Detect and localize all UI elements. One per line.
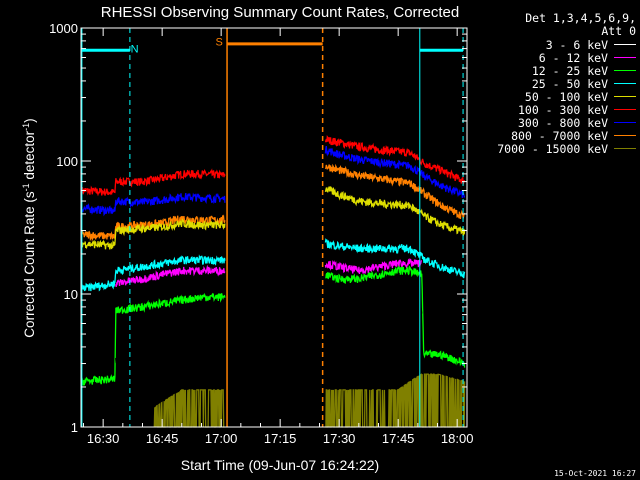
series-line-5	[81, 238, 466, 292]
x-tick-label-3: 17:00	[205, 431, 238, 446]
legend-entry-label: 100 - 300 keV	[517, 102, 608, 117]
legend-swatch	[614, 148, 636, 149]
legend-swatch	[614, 44, 636, 45]
legend-entry-6: 100 - 300 keV	[478, 102, 636, 117]
y-tick-label-2: 10	[64, 287, 78, 302]
series-line-1	[81, 135, 466, 197]
legend-entry-label: 300 - 800 keV	[517, 115, 608, 130]
vertical-markers	[81, 28, 464, 427]
series-line-2	[81, 145, 466, 217]
legend-entry-label: 800 - 7000 keV	[511, 128, 608, 143]
y-tick-label-4: 1000	[49, 21, 78, 36]
legend-entry-label: 50 - 100 keV	[524, 89, 608, 104]
x-tick-label-6: 17:45	[382, 431, 415, 446]
x-tick-label-4: 17:15	[264, 431, 297, 446]
legend-swatch	[614, 135, 636, 136]
legend-entry-label: 7000 - 15000 keV	[497, 141, 608, 156]
y-tick-label-3: 100	[56, 154, 78, 169]
flag-bars	[81, 42, 464, 52]
timestamp: 15-Oct-2021 16:27	[554, 469, 636, 478]
legend-swatch	[614, 57, 636, 58]
annotation-n: N	[131, 44, 139, 56]
legend-entry-8: 800 - 7000 keV	[478, 128, 636, 143]
legend-entry-label: 12 - 25 keV	[531, 63, 608, 78]
legend-entry-3: 12 - 25 keV	[478, 63, 636, 78]
series-line-8	[115, 291, 423, 364]
series-line-6	[115, 257, 423, 288]
legend-entry-7: 300 - 800 keV	[478, 115, 636, 130]
x-axis-label: Start Time (09-Jun-07 16:24:22)	[181, 457, 379, 473]
annotation-s: S	[216, 37, 223, 49]
legend-swatch	[614, 70, 636, 71]
legend-swatch	[614, 122, 636, 123]
x-tick-label-1: 16:30	[87, 431, 120, 446]
series-line-4	[81, 186, 466, 250]
legend-entry-label: 25 - 50 keV	[531, 76, 608, 91]
legend-entry-5: 50 - 100 keV	[478, 89, 636, 104]
legend-swatch	[614, 109, 636, 110]
plot-frame	[80, 27, 468, 428]
legend-entry-4: 25 - 50 keV	[478, 76, 636, 91]
annotations: NS	[131, 37, 223, 56]
legend-swatch	[614, 83, 636, 84]
series-group	[81, 135, 466, 428]
legend-detectors: Det 1,3,4,5,6,9,	[525, 11, 636, 25]
legend-entries: 3 - 6 keV 6 - 12 keV 12 - 25 keV 25 - 50 ke…	[478, 37, 636, 156]
legend-entry-1: 3 - 6 keV	[478, 37, 636, 52]
x-tick-label-7: 18:00	[441, 431, 474, 446]
chart-title: RHESSI Observing Summary Count Rates, Co…	[101, 4, 459, 21]
legend-entry-2: 6 - 12 keV	[478, 50, 636, 65]
x-tick-label-2: 16:45	[146, 431, 179, 446]
legend: Det 1,3,4,5,6,9, Att 0 3 - 6 keV 6 - 12 k…	[478, 11, 636, 156]
legend-entry-label: 6 - 12 keV	[538, 50, 608, 65]
series-line-7	[81, 265, 466, 386]
axes: 16:30 16:45 17:00 17:15 17:30 17:45 18:00 1 10 10…	[49, 21, 473, 446]
x-tick-label-5: 17:30	[323, 431, 356, 446]
y-axis-label: Corrected Count Rate (s-1 detector-1)	[21, 118, 37, 337]
legend-attenuator: Att 0	[601, 24, 636, 38]
legend-entry-9: 7000 - 15000 keV	[478, 141, 636, 156]
legend-swatch	[614, 96, 636, 97]
y-tick-label-1: 1	[71, 420, 78, 435]
legend-entry-label: 3 - 6 keV	[545, 37, 608, 52]
